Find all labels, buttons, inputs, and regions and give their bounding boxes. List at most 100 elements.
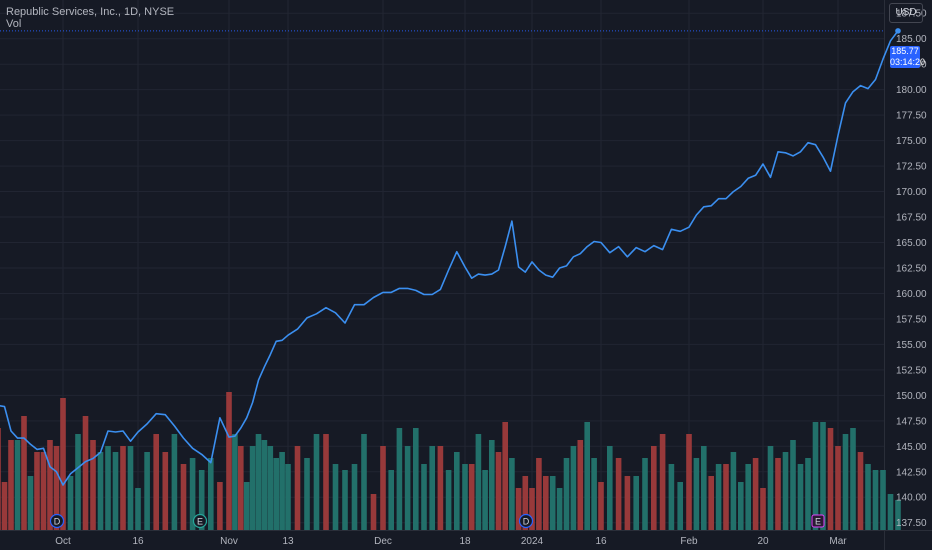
volume-bar	[887, 494, 894, 530]
volume-bar	[413, 428, 419, 530]
y-tick-label: 142.50	[896, 467, 927, 478]
volume-bar	[232, 434, 238, 530]
event-marker-label: E	[197, 517, 203, 527]
volume-bar	[217, 482, 223, 530]
volume-bar	[267, 446, 274, 530]
y-tick-label: 145.00	[896, 442, 927, 453]
volume-bar	[404, 446, 411, 530]
volume-bar	[180, 464, 187, 530]
volume-bar	[380, 446, 386, 530]
volume-bar	[607, 446, 613, 530]
volume-bar	[708, 476, 714, 530]
volume-bar	[171, 434, 178, 530]
volume-bar	[624, 476, 631, 530]
volume-bar	[342, 470, 348, 530]
y-tick-label: 155.00	[896, 340, 927, 351]
volume-bar	[642, 458, 648, 530]
y-tick-label: 187.50	[896, 9, 927, 20]
volume-bar	[522, 476, 529, 530]
x-tick-label: 18	[459, 536, 471, 547]
x-tick-label: 13	[282, 536, 294, 547]
volume-bar	[40, 452, 47, 530]
y-tick-label: 147.50	[896, 416, 927, 427]
volume-bar	[388, 470, 394, 530]
volume-bar	[112, 452, 119, 530]
volume-bar	[304, 458, 310, 530]
volume-bar	[21, 416, 27, 530]
volume-bar	[549, 476, 556, 530]
event-marker-label: D	[54, 517, 61, 527]
volume-bar	[14, 440, 21, 530]
last-price-value: 185.77	[891, 46, 919, 56]
volume-bar	[285, 464, 291, 530]
volume-bar	[189, 458, 196, 530]
volume-bar	[144, 452, 150, 530]
y-tick-label: 165.00	[896, 238, 927, 249]
volume-bar	[598, 482, 604, 530]
volume-bar	[693, 458, 700, 530]
volume-bar	[47, 440, 53, 530]
volume-bar	[797, 464, 804, 530]
volume-bar	[97, 452, 104, 530]
volume-label[interactable]: Vol	[6, 18, 22, 30]
x-tick-label: 2024	[521, 536, 544, 547]
volume-bar	[8, 440, 14, 530]
volume-bar	[208, 458, 214, 530]
volume-bar	[577, 440, 584, 530]
volume-bar	[715, 464, 722, 530]
x-tick-label: 16	[595, 536, 607, 547]
volume-bar	[730, 452, 737, 530]
dividend-marker	[518, 513, 534, 529]
volume-bar	[738, 482, 744, 530]
volume-bar	[767, 446, 774, 530]
volume-bar	[495, 452, 502, 530]
symbol-title[interactable]: Republic Services, Inc., 1D, NYSE	[6, 6, 175, 18]
volume-bar	[615, 458, 622, 530]
y-tick-label: 180.00	[896, 85, 927, 96]
volume-bar	[332, 464, 339, 530]
volume-bar	[502, 422, 508, 530]
volume-bar	[775, 458, 781, 530]
volume-bar	[437, 446, 444, 530]
currency-button[interactable]: USD	[889, 3, 923, 23]
volume-bar	[880, 470, 886, 530]
volume-bar	[90, 440, 96, 530]
y-tick-label: 170.00	[896, 187, 927, 198]
volume-bar	[752, 458, 759, 530]
volume-bar	[273, 458, 279, 530]
volume-bar	[0, 428, 1, 530]
volume-bar	[482, 470, 488, 530]
x-tick-label: Oct	[55, 536, 71, 547]
volume-bar	[686, 434, 692, 530]
last-price-dot	[895, 28, 901, 34]
volume-bar	[584, 422, 590, 530]
volume-bar	[515, 488, 522, 530]
volume-bar	[396, 428, 403, 530]
dividend-marker	[49, 513, 65, 529]
earnings-marker	[192, 513, 208, 529]
volume-bar	[243, 482, 250, 530]
volume-bar	[421, 464, 427, 530]
volume-bar	[294, 446, 301, 530]
volume-bar	[198, 470, 205, 530]
x-tick-label: Mar	[829, 536, 847, 547]
volume-bar	[468, 464, 475, 530]
y-tick-label: 177.50	[896, 111, 927, 122]
volume-bar	[835, 446, 841, 530]
y-tick-label: 140.00	[896, 493, 927, 504]
y-tick-label: 150.00	[896, 391, 927, 402]
volume-bar	[760, 488, 766, 530]
y-tick-label: 175.00	[896, 136, 927, 147]
volume-bar	[591, 458, 597, 530]
volume-bar	[570, 446, 577, 530]
volume-bar	[509, 458, 515, 530]
volume-bar	[543, 476, 549, 530]
y-tick-label: 172.50	[896, 162, 927, 173]
volume-bar	[53, 446, 60, 530]
volume-bar	[255, 434, 262, 530]
volume-bar	[651, 446, 657, 530]
volume-bar	[633, 476, 639, 530]
volume-bar	[857, 452, 864, 530]
volume-bar	[489, 440, 495, 530]
